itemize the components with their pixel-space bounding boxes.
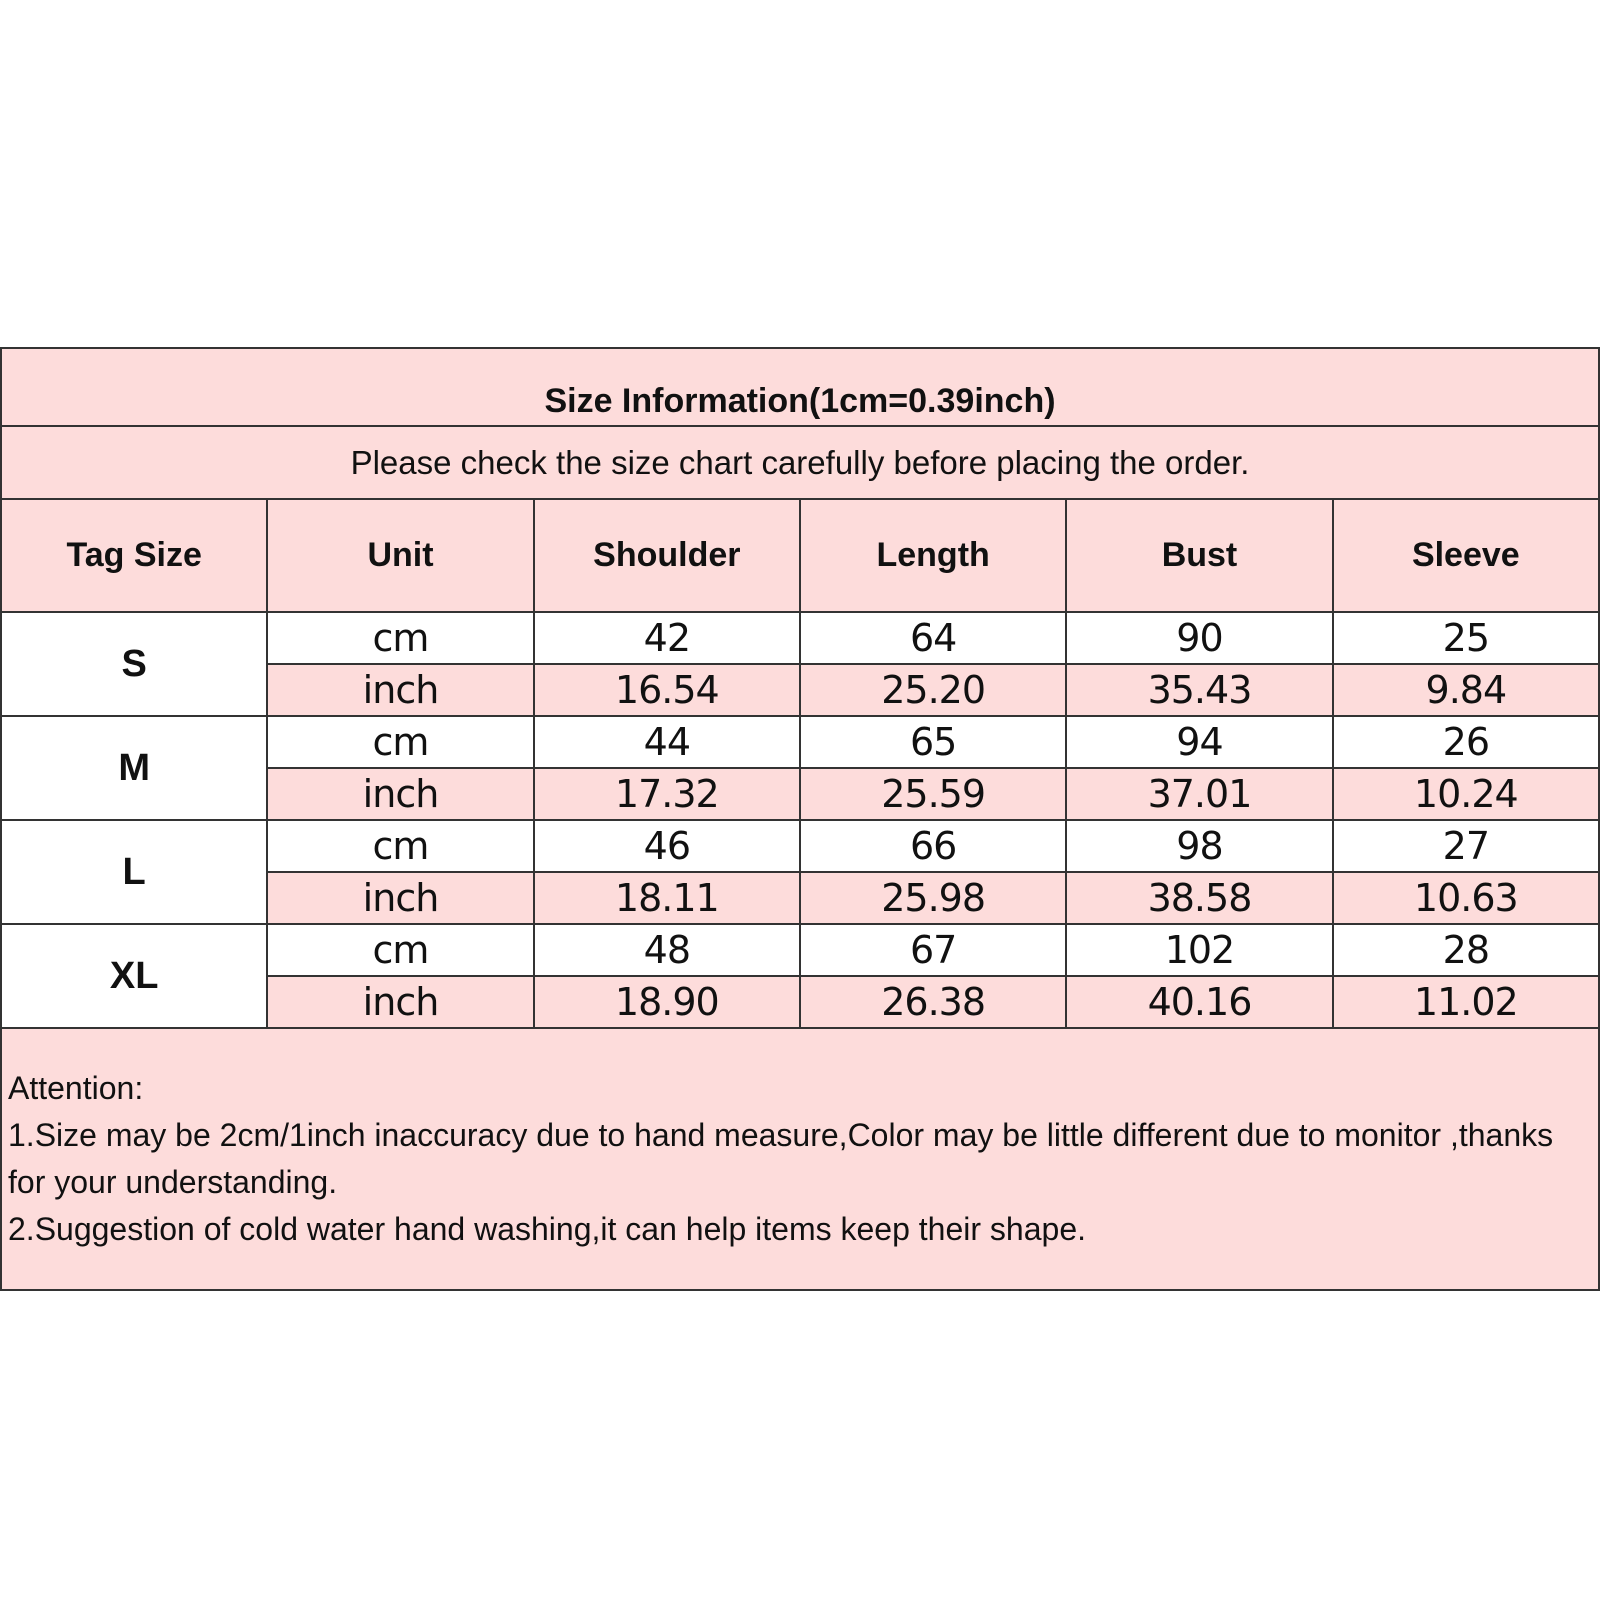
value-cell: 44 <box>532 715 801 769</box>
header-length: Length <box>798 498 1068 613</box>
header-bust: Bust <box>1065 498 1334 613</box>
value-cell: 10.24 <box>1331 767 1600 821</box>
table-row-cm: XL cm 48 67 102 28 <box>0 923 1600 1029</box>
header-sleeve: Sleeve <box>1331 498 1600 613</box>
value-cell: 10.63 <box>1331 871 1600 925</box>
value-cell: 67 <box>798 923 1068 977</box>
table-subtitle: Please check the size chart carefully be… <box>0 425 1600 500</box>
header-row: Tag Size Unit Shoulder Length Bust Sleev… <box>0 498 1600 613</box>
value-cell: 102 <box>1065 923 1334 977</box>
tag-size-cell: L <box>0 819 269 925</box>
header-unit: Unit <box>266 498 535 613</box>
value-cell: 42 <box>532 611 801 665</box>
value-cell: 26.38 <box>798 975 1068 1029</box>
header-tag-size: Tag Size <box>0 498 269 613</box>
value-cell: 66 <box>798 819 1068 873</box>
unit-cell: cm <box>266 819 535 873</box>
value-cell: 16.54 <box>532 663 801 717</box>
value-cell: 11.02 <box>1331 975 1600 1029</box>
value-cell: 9.84 <box>1331 663 1600 717</box>
value-cell: 64 <box>798 611 1068 665</box>
table-row-inch: inch 17.32 25.59 37.01 10.24 <box>1 767 1600 821</box>
unit-cell: cm <box>266 923 535 977</box>
value-cell: 18.11 <box>532 871 801 925</box>
attention-notes: Attention: 1.Size may be 2cm/1inch inaccu… <box>0 1027 1600 1291</box>
unit-cell: inch <box>266 767 535 821</box>
value-cell: 25 <box>1331 611 1600 665</box>
value-cell: 25.59 <box>798 767 1068 821</box>
value-cell: 40.16 <box>1065 975 1334 1029</box>
tag-size-cell: XL <box>0 923 269 1029</box>
table-title: Size Information(1cm=0.39inch) <box>0 347 1600 427</box>
value-cell: 65 <box>798 715 1068 769</box>
value-cell: 17.32 <box>532 767 801 821</box>
value-cell: 38.58 <box>1065 871 1334 925</box>
value-cell: 98 <box>1065 819 1334 873</box>
subtitle-row: Please check the size chart carefully be… <box>0 425 1600 500</box>
value-cell: 26 <box>1331 715 1600 769</box>
table-row-inch: inch 18.11 25.98 38.58 10.63 <box>1 871 1600 925</box>
tag-size-cell: S <box>0 611 269 717</box>
unit-cell: inch <box>266 871 535 925</box>
table-row-inch: inch 18.90 26.38 40.16 11.02 <box>1 975 1600 1029</box>
tag-size-cell: M <box>0 715 269 821</box>
attention-line-2: 2.Suggestion of cold water hand washing,… <box>8 1211 1086 1247</box>
value-cell: 28 <box>1331 923 1600 977</box>
unit-cell: inch <box>266 975 535 1029</box>
table-row-inch: inch 16.54 25.20 35.43 9.84 <box>1 663 1600 717</box>
value-cell: 27 <box>1331 819 1600 873</box>
value-cell: 48 <box>532 923 801 977</box>
title-row: Size Information(1cm=0.39inch) <box>0 347 1600 427</box>
value-cell: 46 <box>532 819 801 873</box>
value-cell: 94 <box>1065 715 1334 769</box>
unit-cell: inch <box>266 663 535 717</box>
attention-row: Attention: 1.Size may be 2cm/1inch inaccu… <box>0 1027 1600 1291</box>
attention-heading: Attention: <box>8 1070 144 1106</box>
value-cell: 18.90 <box>532 975 801 1029</box>
value-cell: 25.20 <box>798 663 1068 717</box>
header-shoulder: Shoulder <box>532 498 801 613</box>
value-cell: 25.98 <box>798 871 1068 925</box>
value-cell: 35.43 <box>1065 663 1334 717</box>
value-cell: 90 <box>1065 611 1334 665</box>
unit-cell: cm <box>266 611 535 665</box>
attention-line-1: 1.Size may be 2cm/1inch inaccuracy due t… <box>8 1117 1554 1200</box>
unit-cell: cm <box>266 715 535 769</box>
size-chart-table: Size Information(1cm=0.39inch) Please ch… <box>0 347 1600 1291</box>
value-cell: 37.01 <box>1065 767 1334 821</box>
